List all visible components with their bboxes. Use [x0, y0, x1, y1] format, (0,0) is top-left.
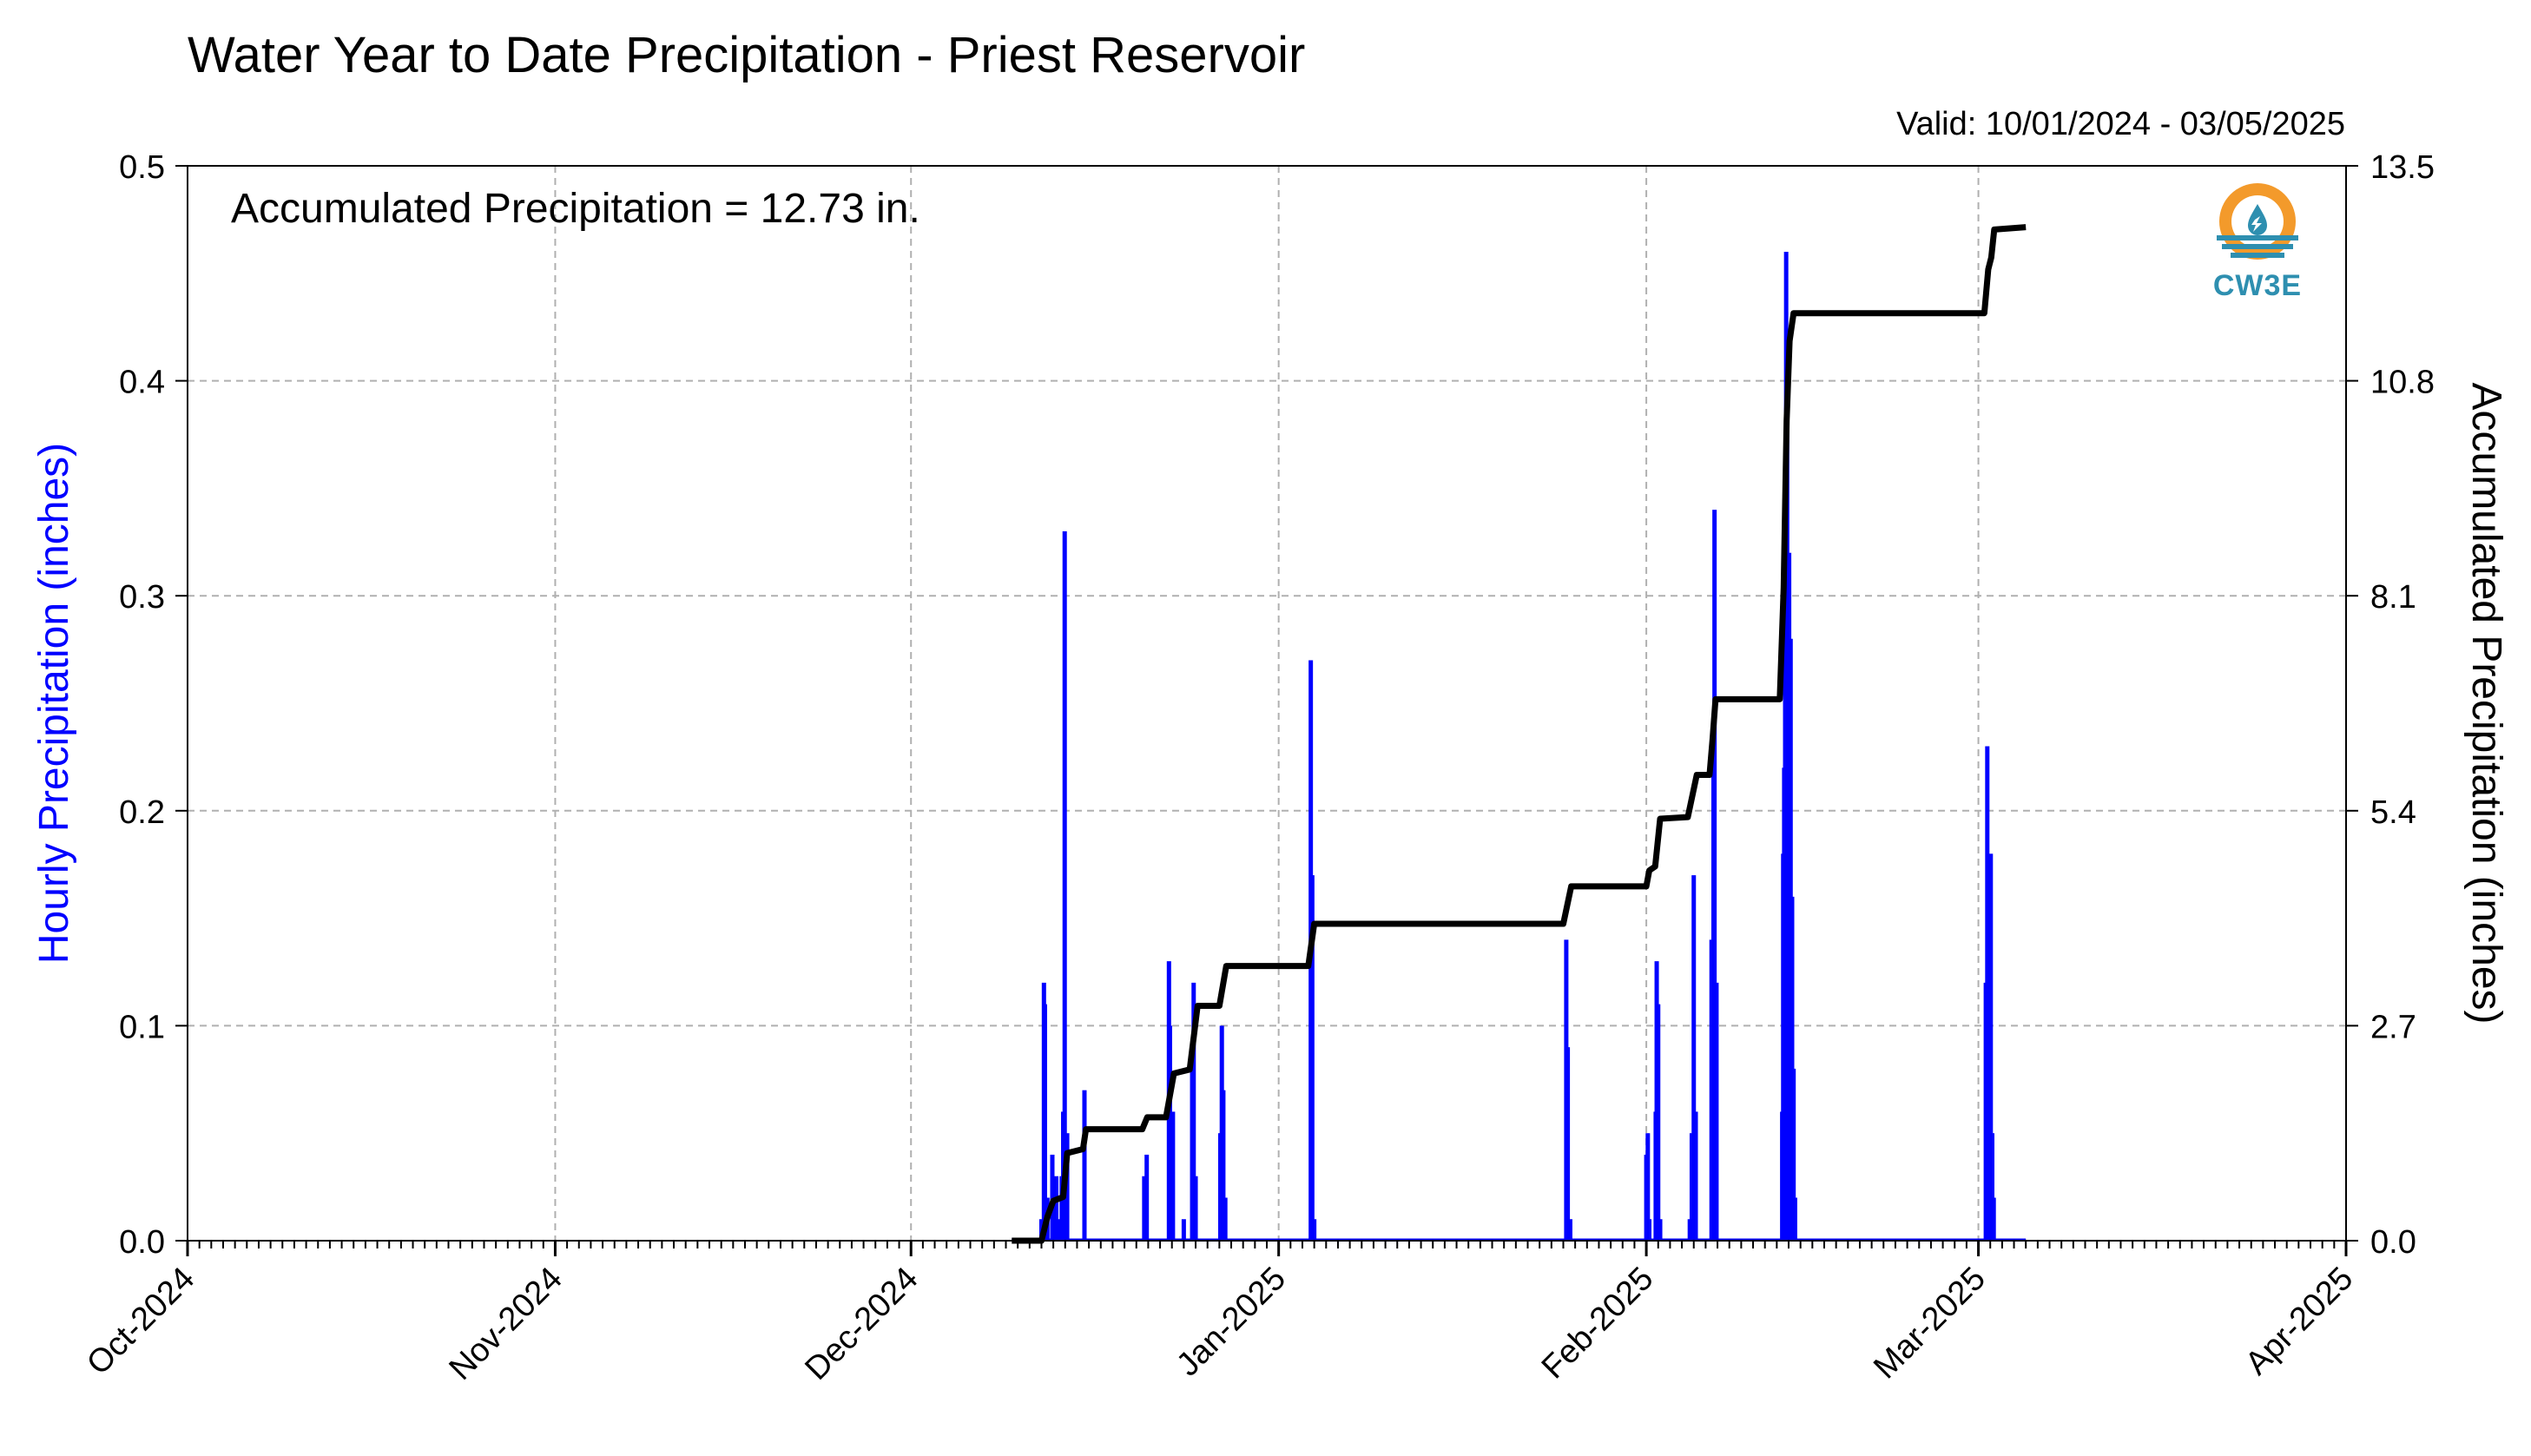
hourly-bar [1050, 1154, 1055, 1241]
hourly-bar [1658, 1219, 1663, 1241]
x-tick-label: Apr-2025 [2238, 1261, 2360, 1382]
hourly-bar [1789, 896, 1795, 1241]
hourly-bar [1142, 1176, 1147, 1241]
y-tick-label-left: 0.2 [119, 794, 165, 831]
chart-title: Water Year to Date Precipitation - Pries… [188, 27, 1306, 83]
cw3e-water-drop-icon [2217, 183, 2298, 260]
cw3e-logo: CW3E [2204, 178, 2311, 303]
y-axis-label-left: Hourly Precipitation (inches) [31, 443, 77, 964]
hourly-bar [1223, 1197, 1228, 1241]
x-tick-label: Nov-2024 [443, 1261, 570, 1387]
hourly-bar [1691, 875, 1697, 1241]
hourly-bar [1791, 1068, 1796, 1241]
hourly-bar [1714, 982, 1719, 1241]
hourly-bar [1193, 1176, 1198, 1241]
hourly-bar [1054, 1176, 1059, 1241]
y-tick-label-right: 2.7 [2370, 1009, 2416, 1045]
hourly-bar [1057, 1219, 1062, 1241]
hourly-bar [1567, 1219, 1572, 1241]
y-tick-label-right: 10.8 [2370, 365, 2435, 401]
y-tick-label-left: 0.4 [119, 365, 165, 401]
hourly-bar [1712, 510, 1717, 1241]
hourly-bar [1064, 1133, 1070, 1241]
hourly-bar [1042, 1004, 1047, 1241]
y-tick-label-left: 0.1 [119, 1009, 165, 1045]
x-tick-label: Dec-2024 [798, 1261, 925, 1387]
hourly-bar [1062, 530, 1067, 1241]
plot-frame [187, 165, 2347, 1242]
axes: 0.0 0.0 0.1 2.7 0.2 5.4 0.3 8.1 0.4 10.8 0.5 13.5 Oc… [80, 149, 2435, 1387]
hourly-bar [1988, 853, 1994, 1241]
hourly-bar [1170, 1111, 1176, 1241]
hourly-bar [1647, 1219, 1652, 1241]
y-tick-label-left: 0.0 [119, 1224, 165, 1261]
valid-date-range: Valid: 10/01/2024 - 03/05/2025 [1896, 106, 2345, 142]
logo-text: CW3E [2212, 269, 2303, 302]
y-axis-label-right: Accumulated Precipitation (inches) [2463, 382, 2509, 1024]
hourly-bar [1144, 1154, 1150, 1241]
hourly-bar [1167, 1025, 1172, 1241]
hourly-bar [1312, 1219, 1317, 1241]
hourly-bar [1792, 1197, 1797, 1241]
hourly-bar [1645, 1133, 1651, 1241]
hourly-bar [1309, 875, 1315, 1241]
hourly-bar [1991, 1197, 1996, 1241]
y-tick-label-right: 5.4 [2370, 794, 2416, 831]
y-tick-label-left: 0.5 [119, 149, 165, 186]
x-tick-label: Oct-2024 [80, 1261, 201, 1382]
hourly-bar [1082, 1090, 1087, 1241]
accumulated-line [1012, 224, 2027, 1244]
y-tick-label-right: 13.5 [2370, 149, 2435, 186]
hourly-bar [1656, 1004, 1661, 1241]
hourly-bar [1191, 982, 1196, 1241]
y-tick-label-left: 0.3 [119, 579, 165, 616]
hourly-bar [1989, 1133, 1994, 1241]
y-tick-label-right: 0.0 [2370, 1224, 2416, 1261]
hourly-bars [1012, 252, 2027, 1242]
x-tick-label: Jan-2025 [1170, 1261, 1293, 1384]
hourly-bar [1693, 1111, 1698, 1241]
grid-lines [188, 166, 2346, 1241]
y-tick-label-right: 8.1 [2370, 579, 2416, 616]
hourly-bar [1565, 1047, 1571, 1241]
hourly-bar [1985, 746, 1990, 1241]
x-tick-label: Mar-2025 [1867, 1261, 1993, 1387]
x-tick-label: Feb-2025 [1535, 1261, 1661, 1387]
hourly-bar [1181, 1219, 1186, 1241]
accumulated-annotation: Accumulated Precipitation = 12.73 in. [231, 186, 920, 232]
hourly-bar [1221, 1090, 1226, 1241]
